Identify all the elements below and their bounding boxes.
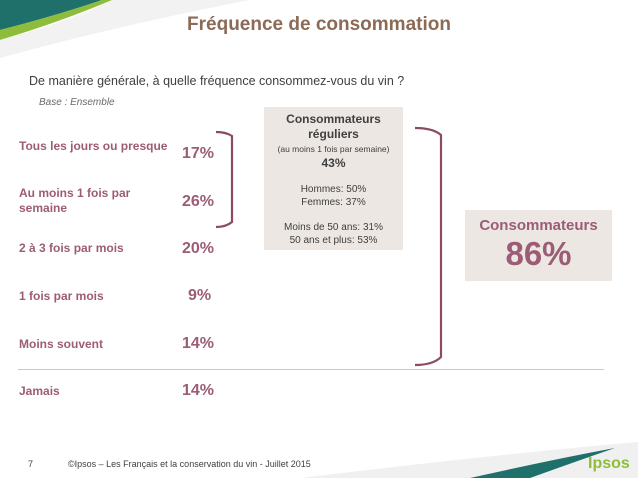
over-50-stat: 50 ans et plus: 53% (289, 235, 378, 246)
row-value-weekly: 26% (182, 193, 215, 210)
row-value-2-3-monthly: 20% (182, 240, 215, 257)
row-value-daily: 17% (182, 145, 215, 162)
slide-title: Fréquence de consommation (187, 14, 451, 35)
regular-consumers-subtitle: (au moins 1 fois par semaine) (277, 144, 390, 154)
row-label-monthly: 1 fois par mois (19, 289, 104, 303)
row-value-never: 14% (182, 382, 215, 399)
ipsos-logo: Ipsos (588, 455, 630, 472)
regular-consumers-value: 43% (321, 156, 346, 170)
row-label-2-3-monthly: 2 à 3 fois par mois (19, 241, 124, 255)
row-label-daily: Tous les jours ou presque (19, 139, 168, 153)
row-label-weekly: Au moins 1 fois par semaine (19, 186, 131, 215)
consumers-label: Consommateurs (479, 217, 598, 234)
footer-copyright: ©Ipsos – Les Français et la conservation… (68, 459, 311, 469)
divider-line (18, 369, 604, 370)
regular-consumers-box: Consommateurs réguliers (au moins 1 fois… (264, 107, 403, 250)
consumers-value: 86% (505, 235, 572, 272)
row-label-less-often: Moins souvent (19, 337, 104, 351)
page-number: 7 (28, 459, 34, 469)
row-value-less-often: 14% (182, 335, 215, 352)
row-label-never: Jamais (19, 384, 60, 398)
consumers-box: Consommateurs 86% (465, 210, 612, 281)
women-stat: Femmes: 37% (301, 197, 366, 208)
under-50-stat: Moins de 50 ans: 31% (284, 222, 383, 233)
consumers-bracket (414, 126, 443, 367)
header-decoration (0, 0, 250, 58)
regular-consumers-title: Consommateurs réguliers (286, 112, 381, 141)
survey-question: De manière générale, à quelle fréquence … (29, 74, 405, 88)
row-value-monthly: 9% (188, 287, 212, 304)
men-stat: Hommes: 50% (300, 184, 367, 195)
regular-bracket (215, 130, 234, 229)
footer-decoration (300, 442, 638, 478)
base-note: Base : Ensemble (39, 97, 115, 108)
